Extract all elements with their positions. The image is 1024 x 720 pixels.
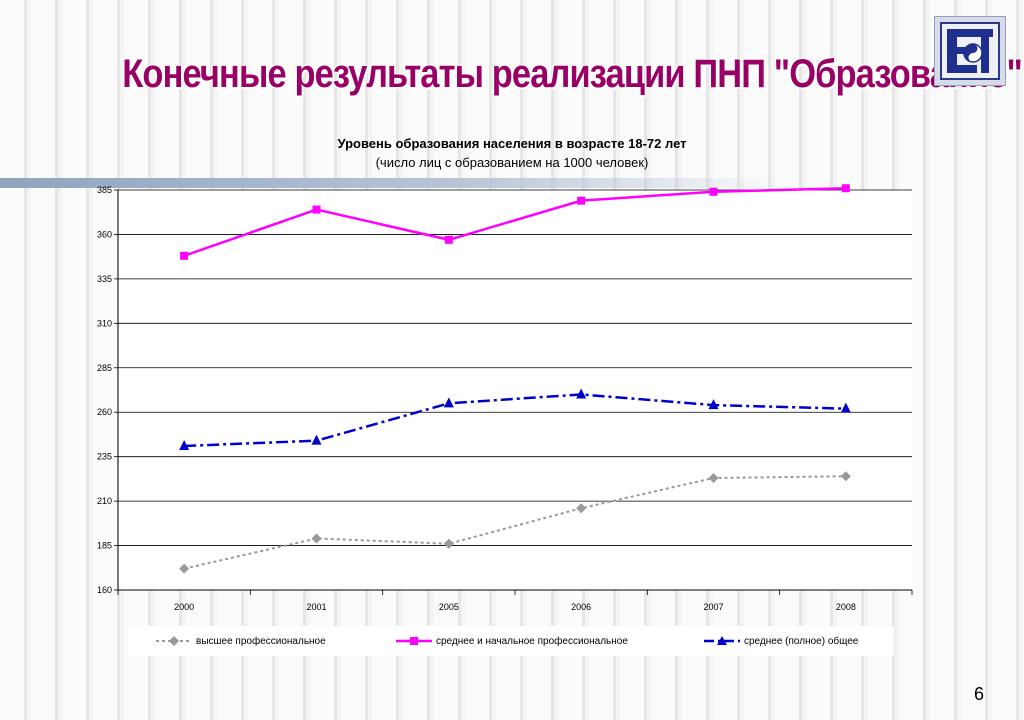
data-point-square (180, 251, 189, 260)
legend-label: среднее и начальное профессиональное (436, 635, 628, 647)
x-tick-label: 2001 (306, 602, 326, 612)
data-point-triangle (708, 399, 719, 410)
data-point-square (312, 205, 321, 214)
data-point-diamond (576, 503, 587, 514)
series-line-3 (184, 393, 846, 448)
y-tick-label: 235 (97, 452, 112, 462)
x-tick-label: 2007 (703, 602, 723, 612)
plot-area (118, 190, 912, 590)
data-point-diamond (311, 533, 322, 544)
legend-label: высшее профессиональное (196, 635, 326, 647)
x-tick-label: 2006 (571, 602, 591, 612)
data-point-triangle (840, 402, 851, 413)
data-point-square (444, 235, 453, 244)
slide-title: Конечные результаты реализации ПНП "Обра… (122, 52, 1023, 96)
y-tick-label: 360 (97, 229, 112, 239)
legend-swatch-magenta-square (396, 637, 432, 645)
data-point-square (841, 184, 850, 193)
legend-swatch-blue-triangle (704, 636, 740, 645)
legend-item-secondary-general: среднее (полное) общее (704, 635, 858, 647)
legend-label: среднее (полное) общее (744, 635, 859, 647)
data-point-diamond (179, 563, 190, 574)
y-tick-label: 185 (97, 541, 112, 551)
legend-item-secondary-professional: среднее и начальное профессиональное (396, 635, 628, 647)
logo-emblem-icon (940, 22, 1000, 80)
data-point-triangle (179, 440, 190, 450)
x-tick-label: 2000 (174, 602, 194, 612)
data-point-triangle (311, 434, 322, 445)
y-tick-label: 160 (97, 585, 112, 595)
decorative-accent-bar (0, 178, 780, 188)
data-point-diamond (840, 471, 851, 482)
chart-subtitle: (число лиц с образованием на 1000 челове… (375, 155, 649, 170)
y-tick-label: 385 (97, 185, 112, 195)
legend-item-higher-professional: высшее профессиональное (156, 635, 326, 647)
page-number: 6 (974, 684, 985, 704)
chart-legend: высшее профессиональное среднее и началь… (128, 626, 894, 656)
logo (934, 16, 1006, 86)
data-point-square (577, 196, 586, 205)
data-point-triangle (443, 397, 454, 408)
chart-title: Уровень образования населения в возрасте… (337, 136, 687, 151)
data-point-triangle (576, 388, 587, 399)
y-tick-label: 310 (97, 318, 112, 328)
x-tick-label: 2008 (836, 602, 856, 612)
legend-swatch-gray-diamond (156, 636, 192, 646)
series-line-1 (183, 475, 846, 570)
x-tick-label: 2005 (439, 602, 459, 612)
y-tick-label: 210 (97, 496, 112, 506)
y-tick-label: 285 (97, 363, 112, 373)
y-tick-label: 260 (97, 407, 112, 417)
series-line-2 (183, 186, 846, 257)
data-point-diamond (708, 473, 719, 483)
data-point-square (709, 187, 718, 196)
data-point-diamond (443, 538, 454, 549)
y-tick-label: 335 (97, 274, 112, 284)
